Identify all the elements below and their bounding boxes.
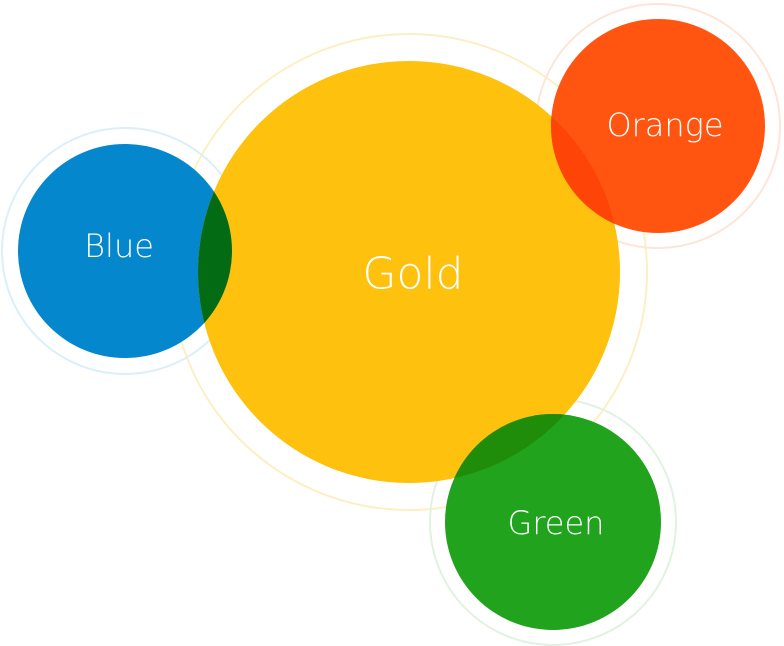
gold-circle bbox=[198, 61, 620, 483]
green-circle bbox=[445, 414, 661, 630]
green-label: Green bbox=[508, 504, 605, 542]
orange-circle bbox=[551, 19, 765, 233]
gold-label: Gold bbox=[362, 249, 463, 300]
orange-label: Orange bbox=[606, 106, 723, 144]
blue-circle bbox=[18, 144, 232, 358]
blue-label: Blue bbox=[84, 227, 154, 265]
